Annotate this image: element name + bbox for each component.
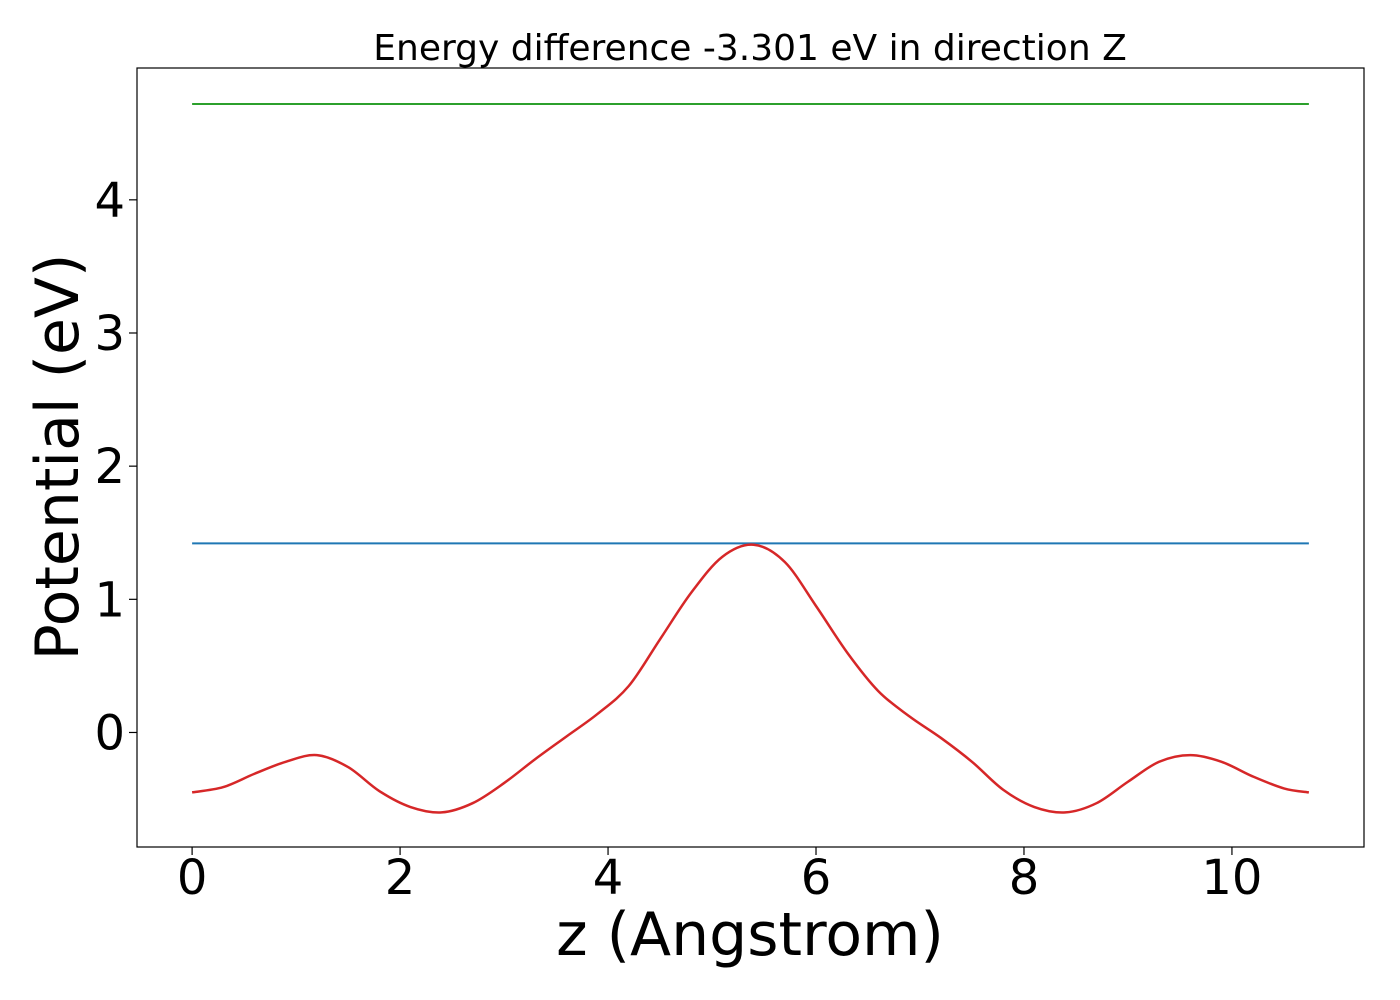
plot-frame: [136, 67, 1365, 848]
y-tick-label: 4: [94, 173, 125, 229]
x-tick-label: 8: [1009, 850, 1040, 906]
y-tick-label: 3: [94, 306, 125, 362]
x-tick-label: 10: [1201, 850, 1262, 906]
series-lines: [191, 102, 1310, 814]
x-tick-label: 0: [177, 850, 208, 906]
y-axis-ticks: 0 1 2 3 4: [94, 173, 137, 761]
x-tick-label: 6: [801, 850, 832, 906]
y-tick-label: 0: [94, 705, 125, 761]
x-axis-label: z (Angstrom): [556, 900, 944, 970]
x-axis-ticks: 0 2 4 6 8 10: [177, 847, 1262, 906]
y-axis-label: Potential (eV): [23, 254, 93, 661]
series-line-3: [191, 543, 1310, 814]
y-tick-label: 1: [94, 572, 125, 628]
chart-title: Energy difference -3.301 eV in direction…: [373, 28, 1127, 69]
x-tick-label: 2: [385, 850, 416, 906]
y-tick-label: 2: [94, 439, 125, 495]
x-tick-label: 4: [593, 850, 624, 906]
